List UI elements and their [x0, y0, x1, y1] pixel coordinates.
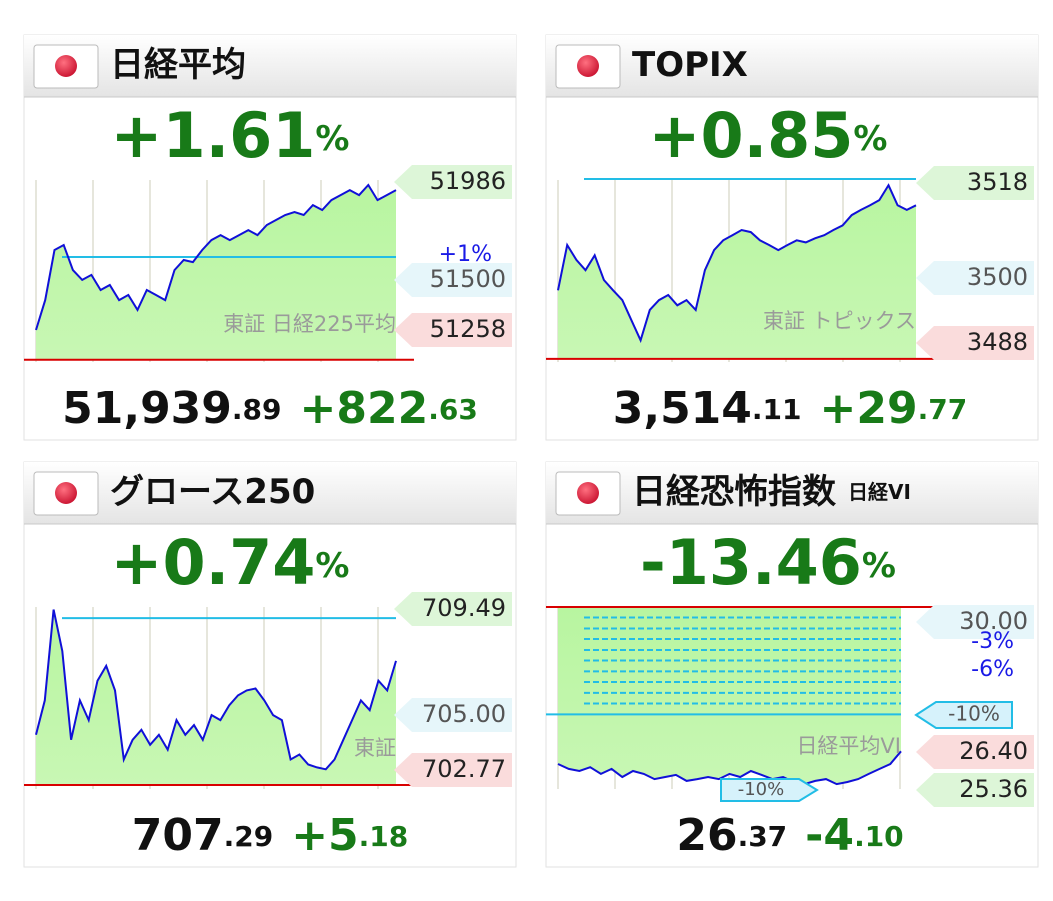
pct-sign: %	[853, 119, 887, 159]
price-area	[558, 607, 901, 785]
change-dec: .77	[918, 393, 968, 426]
subtitle-text: 日経VI	[848, 480, 911, 504]
level-tag-label: 3488	[967, 328, 1028, 356]
level-tag	[394, 263, 512, 297]
price-line-path	[557, 750, 902, 786]
level-tag-label: 51986	[430, 167, 506, 195]
pct-value: +1.61	[111, 99, 316, 172]
flag-sun	[577, 482, 599, 504]
pct-sign: %	[315, 119, 349, 159]
panel-header	[24, 35, 516, 97]
price-line-path	[35, 183, 397, 331]
change-dec: .63	[428, 393, 478, 426]
panel-title: TOPIX	[632, 45, 748, 85]
price-line-path	[557, 183, 917, 344]
change-int: +822	[300, 383, 429, 434]
title-text: グロース250	[110, 472, 315, 512]
level-tag-label: 30.00	[959, 607, 1028, 635]
price-dec: .29	[224, 820, 274, 853]
change-int: +5	[291, 810, 358, 861]
title-text: 日経恐怖指数	[632, 472, 836, 512]
level-tag-label: 51258	[430, 315, 506, 343]
price-int: 51,939	[62, 383, 232, 434]
change-dec: .18	[359, 820, 409, 853]
level-tag	[394, 698, 512, 732]
pct-level-label: +1%	[439, 242, 492, 267]
level-tag	[916, 261, 1034, 295]
panel-header	[546, 35, 1038, 97]
level-box	[720, 778, 819, 802]
pct-value: -13.46	[640, 526, 862, 599]
price-dec: .37	[738, 820, 788, 853]
price-line: 51,939.89 +822.63	[62, 383, 478, 434]
level-tag	[394, 753, 512, 787]
watermark: 東証 トピックス	[763, 309, 916, 333]
pct-level-label: -6%	[971, 657, 1014, 682]
price-line: 707.29 +5.18	[132, 810, 409, 861]
panel-header	[546, 462, 1038, 524]
panel: TOPIX +0.85% 3,514.11 +29.77 東証 トピックス 3518 350…	[545, 34, 1039, 441]
level-tag-label: 51500	[430, 265, 506, 293]
panel: 日経恐怖指数 日経VI -13.46% 26.37 -4.10 日経平均VI 30.00-3…	[545, 461, 1039, 868]
price-area	[36, 609, 396, 785]
change-pct: +0.85%	[649, 99, 888, 172]
level-tag-label: 26.40	[959, 737, 1028, 765]
watermark: 日経平均VI	[796, 734, 901, 758]
flag-sun	[55, 482, 77, 504]
level-tag	[916, 605, 1034, 639]
price-int: 707	[132, 810, 224, 861]
panel-title: 日経平均	[110, 45, 246, 85]
level-tag-label: 3500	[967, 263, 1028, 291]
pct-value: +0.85	[649, 99, 854, 172]
watermark: 東証	[354, 736, 396, 760]
change-dec: .10	[854, 820, 904, 853]
level-tag-label: 3518	[967, 168, 1028, 196]
price-line: 26.37 -4.10	[676, 810, 903, 861]
change-pct: +1.61%	[111, 99, 350, 172]
level-tag	[916, 735, 1034, 769]
panel-title: グロース250	[110, 472, 315, 512]
level-tag-label: 705.00	[422, 700, 506, 728]
change-pct: -13.46%	[640, 526, 896, 599]
level-tag-label: 702.77	[422, 755, 506, 783]
level-tag-label: 25.36	[959, 775, 1028, 803]
price-line: 3,514.11 +29.77	[613, 383, 968, 434]
price-area	[36, 185, 396, 360]
panel-title: 日経恐怖指数 日経VI	[632, 472, 911, 512]
price-int: 3,514	[613, 383, 752, 434]
level-tag	[394, 165, 512, 199]
pct-sign: %	[862, 546, 896, 586]
title-text: TOPIX	[632, 45, 748, 85]
title-text: 日経平均	[110, 45, 246, 85]
change-pct: +0.74%	[111, 526, 350, 599]
price-dec: .89	[232, 393, 282, 426]
pct-sign: %	[315, 546, 349, 586]
level-box-label: -10%	[738, 779, 785, 800]
level-tag	[394, 592, 512, 626]
price-dec: .11	[752, 393, 802, 426]
change-int: -4	[805, 810, 854, 861]
pct-level-label: -3%	[971, 629, 1014, 654]
level-box	[914, 701, 1013, 729]
panel: グロース250 +0.74% 707.29 +5.18 東証 709.49 705.00 70…	[23, 461, 517, 868]
panel: 日経平均 +1.61% 51,939.89 +822.63 東証 日経225平均 5198…	[23, 34, 517, 441]
level-tag-label: 709.49	[422, 594, 506, 622]
watermark: 東証 日経225平均	[223, 312, 396, 336]
flag-sun	[55, 55, 77, 77]
level-tag	[916, 773, 1034, 807]
level-tag	[394, 313, 512, 347]
panel-header	[24, 462, 516, 524]
price-area	[558, 185, 916, 359]
level-tag	[916, 166, 1034, 200]
price-line-path	[35, 609, 397, 771]
level-box-label: -10%	[948, 702, 1000, 726]
price-int: 26	[676, 810, 737, 861]
flag-sun	[577, 55, 599, 77]
pct-value: +0.74	[111, 526, 316, 599]
change-int: +29	[820, 383, 918, 434]
level-tag	[916, 326, 1034, 360]
panel-bg	[545, 34, 1039, 441]
